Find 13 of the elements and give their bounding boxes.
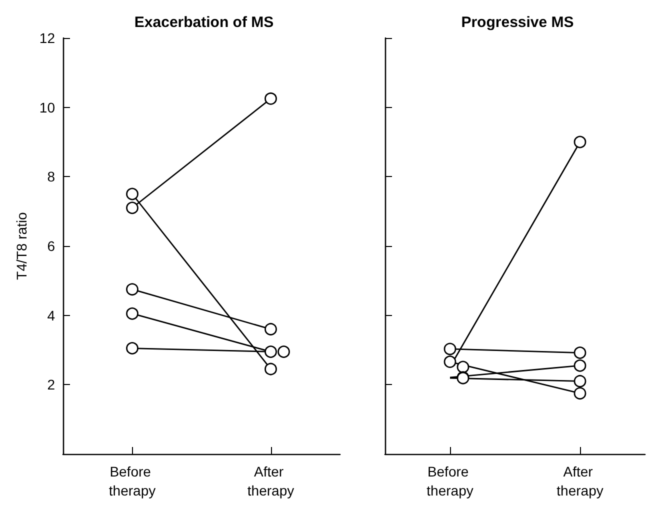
y-axis-title: T4/T8 ratio xyxy=(14,212,30,280)
y-tick-label: 4 xyxy=(47,307,56,324)
chart-title: Exacerbation of MS xyxy=(134,14,274,31)
x-tick-label: Before therapy xyxy=(426,464,474,498)
y-tick-label: 10 xyxy=(39,99,56,116)
chart-title: Progressive MS xyxy=(461,14,574,31)
y-tick-label: 2 xyxy=(47,376,56,393)
x-tick-label: After therapy xyxy=(247,464,294,498)
x-tick-label: After therapy xyxy=(556,464,604,498)
y-tick-label: 8 xyxy=(47,168,56,185)
x-tick-label: Before therapy xyxy=(108,464,156,498)
y-tick-label: 6 xyxy=(47,238,56,254)
y-tick-label: 12 xyxy=(39,30,56,46)
